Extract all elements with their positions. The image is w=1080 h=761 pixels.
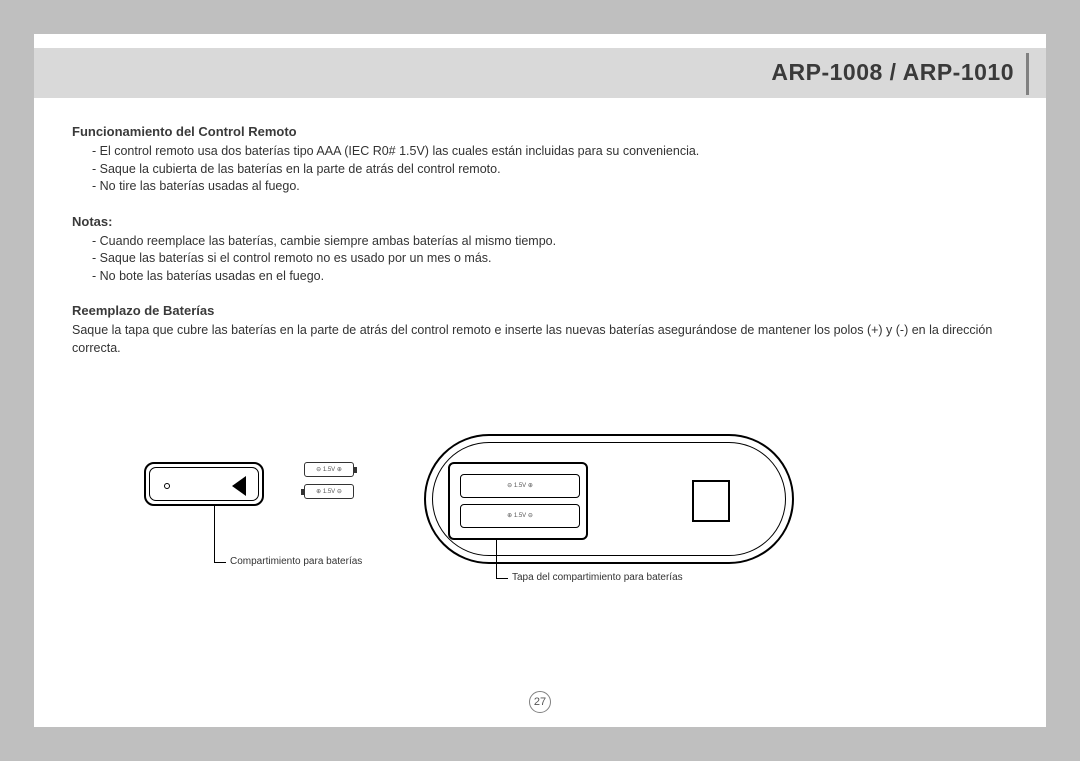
section1-line: - El control remoto usa dos baterías tip…	[92, 143, 1022, 161]
section1-heading: Funcionamiento del Control Remoto	[72, 124, 1022, 139]
callout-label-1: Compartimiento para baterías	[230, 556, 362, 567]
callout-line	[496, 538, 497, 578]
section2-heading: Notas:	[72, 214, 1022, 229]
page-number: 27	[529, 691, 551, 713]
remote-back-small-icon	[144, 462, 264, 506]
cover-latch-icon	[692, 480, 730, 522]
section1-line: - Saque la cubierta de las baterías en l…	[92, 161, 1022, 179]
section2-line: - No bote las baterías usadas en el fueg…	[92, 268, 1022, 286]
section2-line: - Saque las baterías si el control remot…	[92, 250, 1022, 268]
battery-slot: ⊖ 1.5V ⊕	[460, 474, 580, 498]
callout-line	[214, 506, 215, 562]
header-divider	[1026, 53, 1029, 95]
remote-back-large-icon: ⊖ 1.5V ⊕ ⊕ 1.5V ⊖	[424, 434, 794, 564]
callout-label-2: Tapa del compartimiento para baterías	[512, 572, 683, 583]
battery-icon: ⊖ 1.5V ⊕	[304, 462, 354, 477]
section1-line: - No tire las baterías usadas al fuego.	[92, 178, 1022, 196]
battery-icon: ⊕ 1.5V ⊖	[304, 484, 354, 499]
header-band: ARP-1008 / ARP-1010	[34, 48, 1046, 98]
battery-compartment-icon: ⊖ 1.5V ⊕ ⊕ 1.5V ⊖	[448, 462, 588, 540]
model-title: ARP-1008 / ARP-1010	[771, 59, 1014, 86]
battery-icons: ⊖ 1.5V ⊕ ⊕ 1.5V ⊖	[304, 462, 354, 506]
content-area: Funcionamiento del Control Remoto - El c…	[72, 124, 1022, 357]
callout-line	[496, 578, 508, 579]
section3-heading: Reemplazo de Baterías	[72, 303, 1022, 318]
battery-slot: ⊕ 1.5V ⊖	[460, 504, 580, 528]
manual-page: ARP-1008 / ARP-1010 Funcionamiento del C…	[34, 34, 1046, 727]
section3-para: Saque la tapa que cubre las baterías en …	[72, 322, 1022, 357]
section2-line: - Cuando reemplace las baterías, cambie …	[92, 233, 1022, 251]
battery-diagram: ⊖ 1.5V ⊕ ⊕ 1.5V ⊖ ⊖ 1.5V ⊕ ⊕ 1.5V ⊖ Comp…	[144, 434, 864, 634]
callout-line	[214, 562, 226, 563]
